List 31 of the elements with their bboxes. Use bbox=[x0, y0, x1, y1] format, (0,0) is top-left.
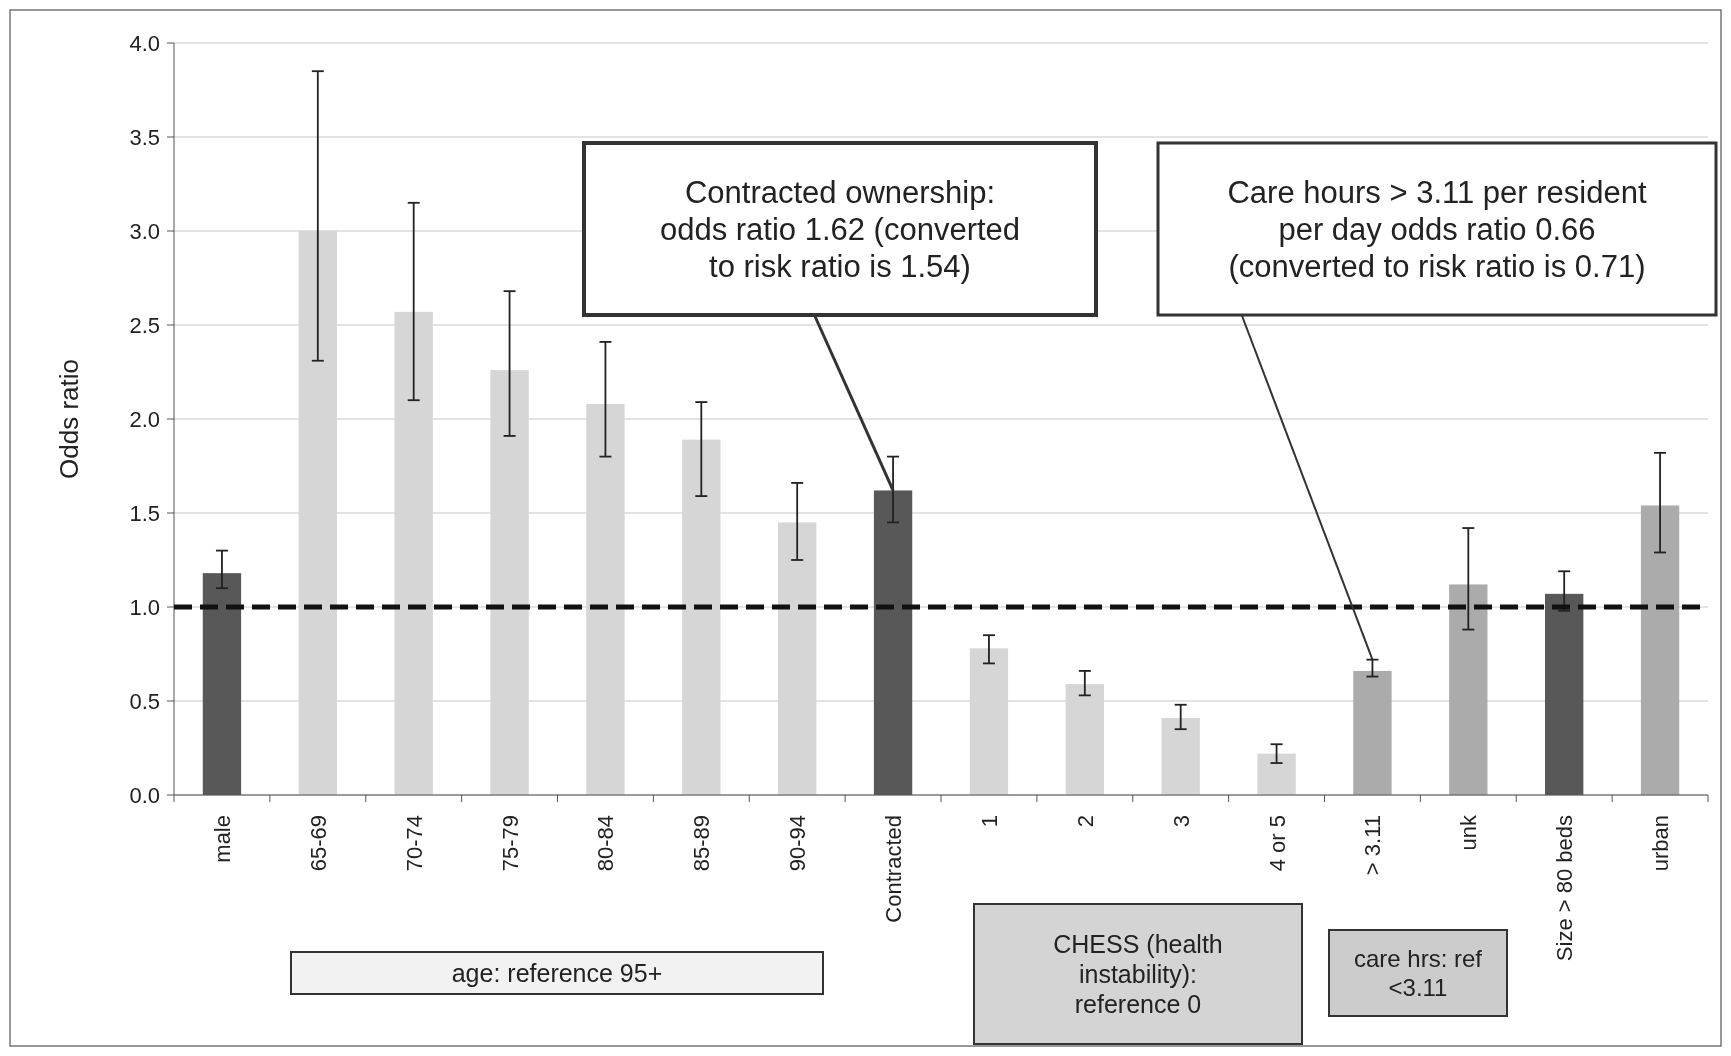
x-tick-label: 1 bbox=[976, 815, 1002, 828]
x-tick-label: 70-74 bbox=[401, 815, 427, 872]
y-tick-label: 1.0 bbox=[129, 594, 160, 620]
x-tick-label: 85-89 bbox=[689, 815, 715, 872]
x-tick-label: unk bbox=[1456, 814, 1482, 851]
x-tick-label: 75-79 bbox=[497, 815, 523, 872]
x-tick-label: Size > 80 beds bbox=[1552, 815, 1578, 962]
x-tick-label: 90-94 bbox=[785, 815, 811, 872]
x-tick-label: male bbox=[209, 815, 235, 863]
y-tick-label: 3.0 bbox=[129, 218, 160, 244]
x-tick-label: 2 bbox=[1072, 815, 1098, 828]
y-tick-label: 0.5 bbox=[129, 688, 160, 714]
y-tick-label: 0.0 bbox=[129, 782, 160, 808]
annotation: Care hours > 3.11 per resident per day odds ratio 0.66 (converted to risk ratio is 0.71) bbox=[1227, 174, 1647, 285]
y-tick-label: 4.0 bbox=[129, 30, 160, 56]
x-tick-label: 3 bbox=[1168, 815, 1194, 828]
x-tick-label: Contracted bbox=[881, 815, 907, 923]
y-tick-label: 2.0 bbox=[129, 406, 160, 432]
y-tick-label: 1.5 bbox=[129, 500, 160, 526]
text: age: reference 95+ bbox=[451, 958, 663, 987]
x-tick-label: urban bbox=[1648, 815, 1674, 872]
y-tick-label: 2.5 bbox=[129, 312, 160, 338]
y-tick-label: 3.5 bbox=[129, 124, 160, 150]
x-tick-label: > 3.11 bbox=[1360, 815, 1386, 876]
text: care hrs: ref <3.11 bbox=[1353, 945, 1483, 1001]
x-tick-label: 65-69 bbox=[305, 815, 331, 872]
x-tick-label: 4 or 5 bbox=[1264, 815, 1290, 872]
x-tick-label: 80-84 bbox=[593, 815, 619, 872]
annotation: Contracted ownership: odds ratio 1.62 (converted to risk ratio is 1.54) bbox=[659, 174, 1021, 285]
text: CHESS (health instability): reference 0 bbox=[1053, 929, 1223, 1018]
y-axis-title: Odds ratio bbox=[54, 359, 84, 479]
